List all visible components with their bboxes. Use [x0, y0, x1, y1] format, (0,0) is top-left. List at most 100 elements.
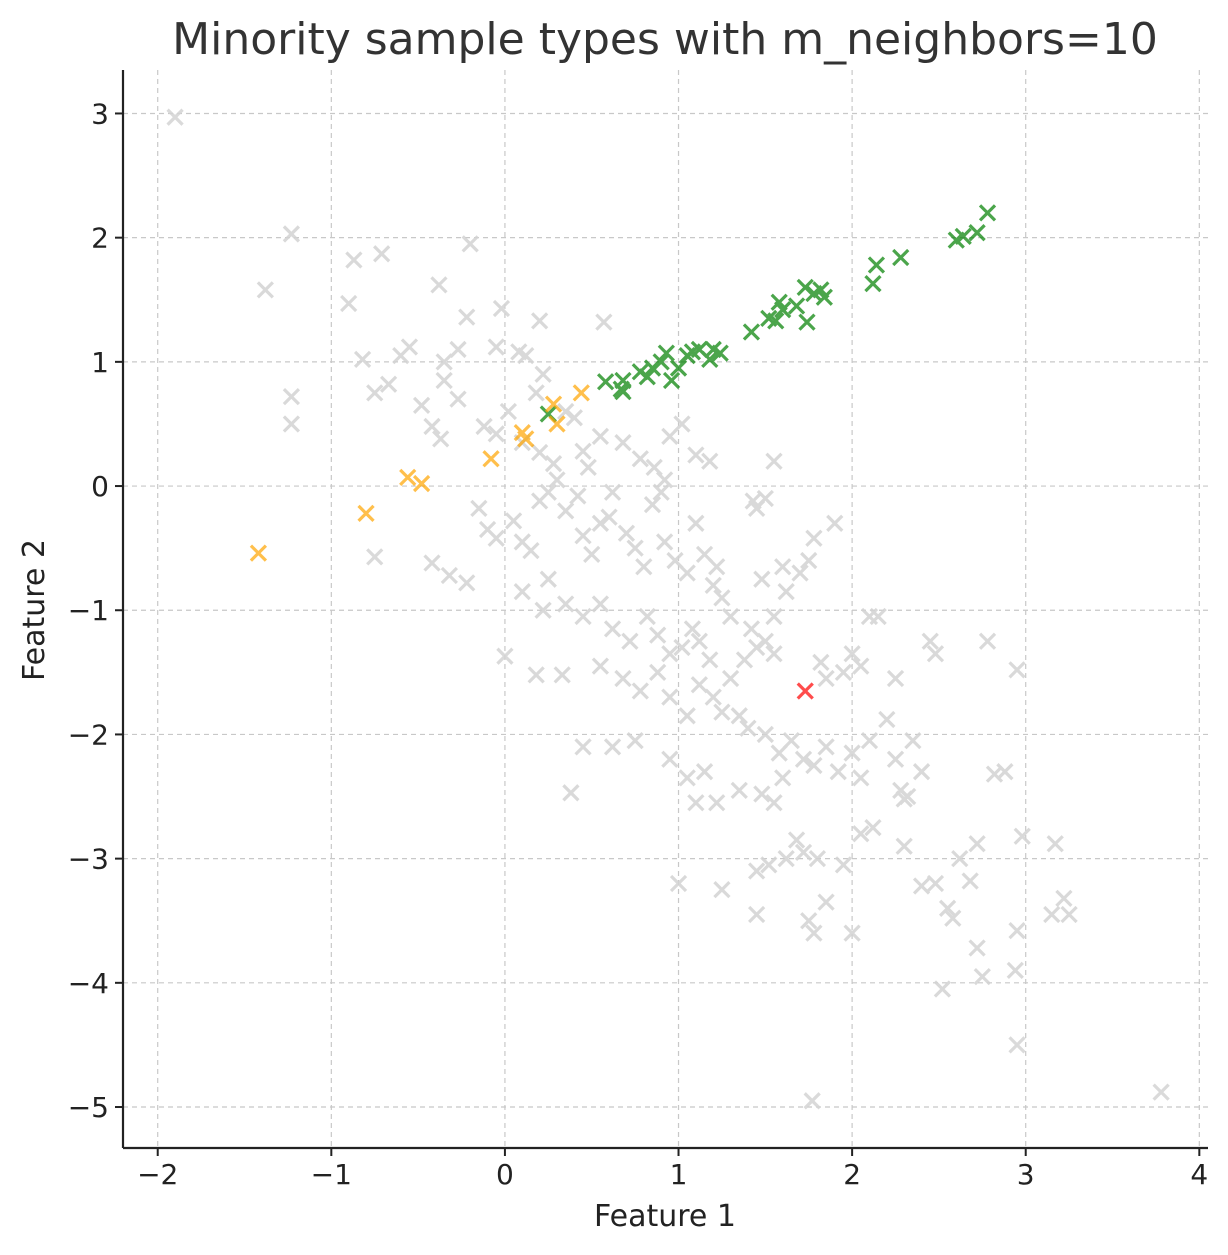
data-point	[787, 831, 806, 849]
data-point	[730, 707, 748, 725]
data-point	[435, 371, 453, 390]
data-point	[739, 719, 757, 737]
y-tick-label: 1	[91, 346, 109, 379]
data-point	[767, 312, 785, 330]
y-axis-label: Feature 2	[17, 539, 52, 681]
data-point	[973, 967, 991, 986]
data-point	[701, 651, 719, 669]
data-point	[661, 427, 679, 446]
data-point	[449, 340, 467, 359]
data-point	[742, 620, 761, 638]
data-point	[968, 835, 986, 853]
data-point	[748, 638, 766, 657]
data-point	[800, 551, 818, 570]
data-point	[513, 582, 531, 601]
data-point	[399, 468, 417, 486]
data-point	[572, 384, 590, 402]
data-point	[487, 529, 505, 547]
data-point	[730, 781, 748, 799]
data-point	[864, 274, 882, 293]
series-3	[796, 682, 814, 700]
data-point	[895, 790, 913, 808]
data-point	[713, 881, 731, 899]
x-axis-label: Feature 1	[594, 1199, 736, 1234]
data-point	[921, 632, 939, 650]
data-point	[423, 417, 441, 436]
data-point	[753, 785, 771, 803]
data-point	[614, 383, 632, 401]
data-point	[944, 909, 962, 927]
data-point	[635, 558, 653, 576]
data-point	[487, 425, 505, 443]
data-point	[643, 359, 662, 377]
data-point	[643, 496, 662, 514]
data-point	[852, 657, 870, 675]
y-tick-label: −4	[68, 967, 109, 1000]
data-point	[683, 620, 702, 638]
data-point	[562, 784, 580, 802]
y-tick-label: 3	[91, 97, 109, 130]
data-point	[517, 347, 535, 365]
data-point	[649, 626, 667, 644]
data-point	[794, 750, 813, 768]
data-point	[282, 225, 301, 243]
data-point	[626, 732, 644, 750]
x-tick-label: 0	[496, 1158, 514, 1191]
data-point	[1006, 961, 1024, 980]
data-point	[539, 570, 557, 588]
data-point	[756, 632, 774, 650]
data-point	[626, 539, 644, 557]
data-point	[661, 750, 679, 768]
data-point	[282, 415, 301, 433]
series-2	[249, 384, 590, 562]
data-point	[579, 458, 597, 477]
data-point	[968, 224, 986, 242]
data-point	[166, 108, 184, 126]
data-point	[470, 499, 488, 518]
data-point	[765, 452, 783, 470]
data-point	[458, 574, 476, 592]
y-tick-label: −5	[68, 1091, 109, 1124]
x-tick-label: 2	[843, 1158, 861, 1191]
data-point	[708, 558, 726, 576]
series-1	[539, 204, 997, 423]
data-point	[817, 669, 835, 688]
data-point	[487, 338, 505, 356]
data-point	[517, 430, 535, 448]
data-point	[765, 794, 783, 812]
data-point	[678, 564, 696, 582]
data-point	[357, 504, 375, 523]
data-point	[834, 856, 853, 874]
data-point	[617, 524, 636, 542]
data-point	[1046, 835, 1064, 853]
data-point	[345, 251, 363, 269]
data-point	[867, 256, 886, 274]
data-point	[661, 688, 679, 706]
data-point	[961, 872, 979, 890]
y-tick-label: 2	[91, 222, 109, 255]
y-tick-label: 0	[91, 470, 109, 503]
data-point	[432, 430, 450, 448]
data-point	[482, 450, 500, 468]
data-point	[499, 402, 518, 421]
data-point	[557, 595, 575, 613]
data-point	[531, 312, 549, 330]
data-point	[748, 862, 766, 880]
data-point	[548, 415, 566, 433]
data-point	[701, 350, 719, 369]
data-point	[787, 297, 806, 315]
data-point	[678, 707, 696, 725]
data-point	[843, 744, 861, 762]
data-point	[1060, 905, 1078, 924]
data-point	[1152, 1083, 1170, 1101]
data-point	[742, 323, 761, 341]
data-point	[721, 607, 740, 626]
data-point	[687, 794, 705, 812]
data-point	[954, 227, 972, 246]
data-point	[423, 554, 441, 572]
data-point	[774, 558, 792, 576]
data-point	[631, 450, 649, 468]
data-point	[569, 487, 587, 505]
data-point	[591, 514, 610, 532]
